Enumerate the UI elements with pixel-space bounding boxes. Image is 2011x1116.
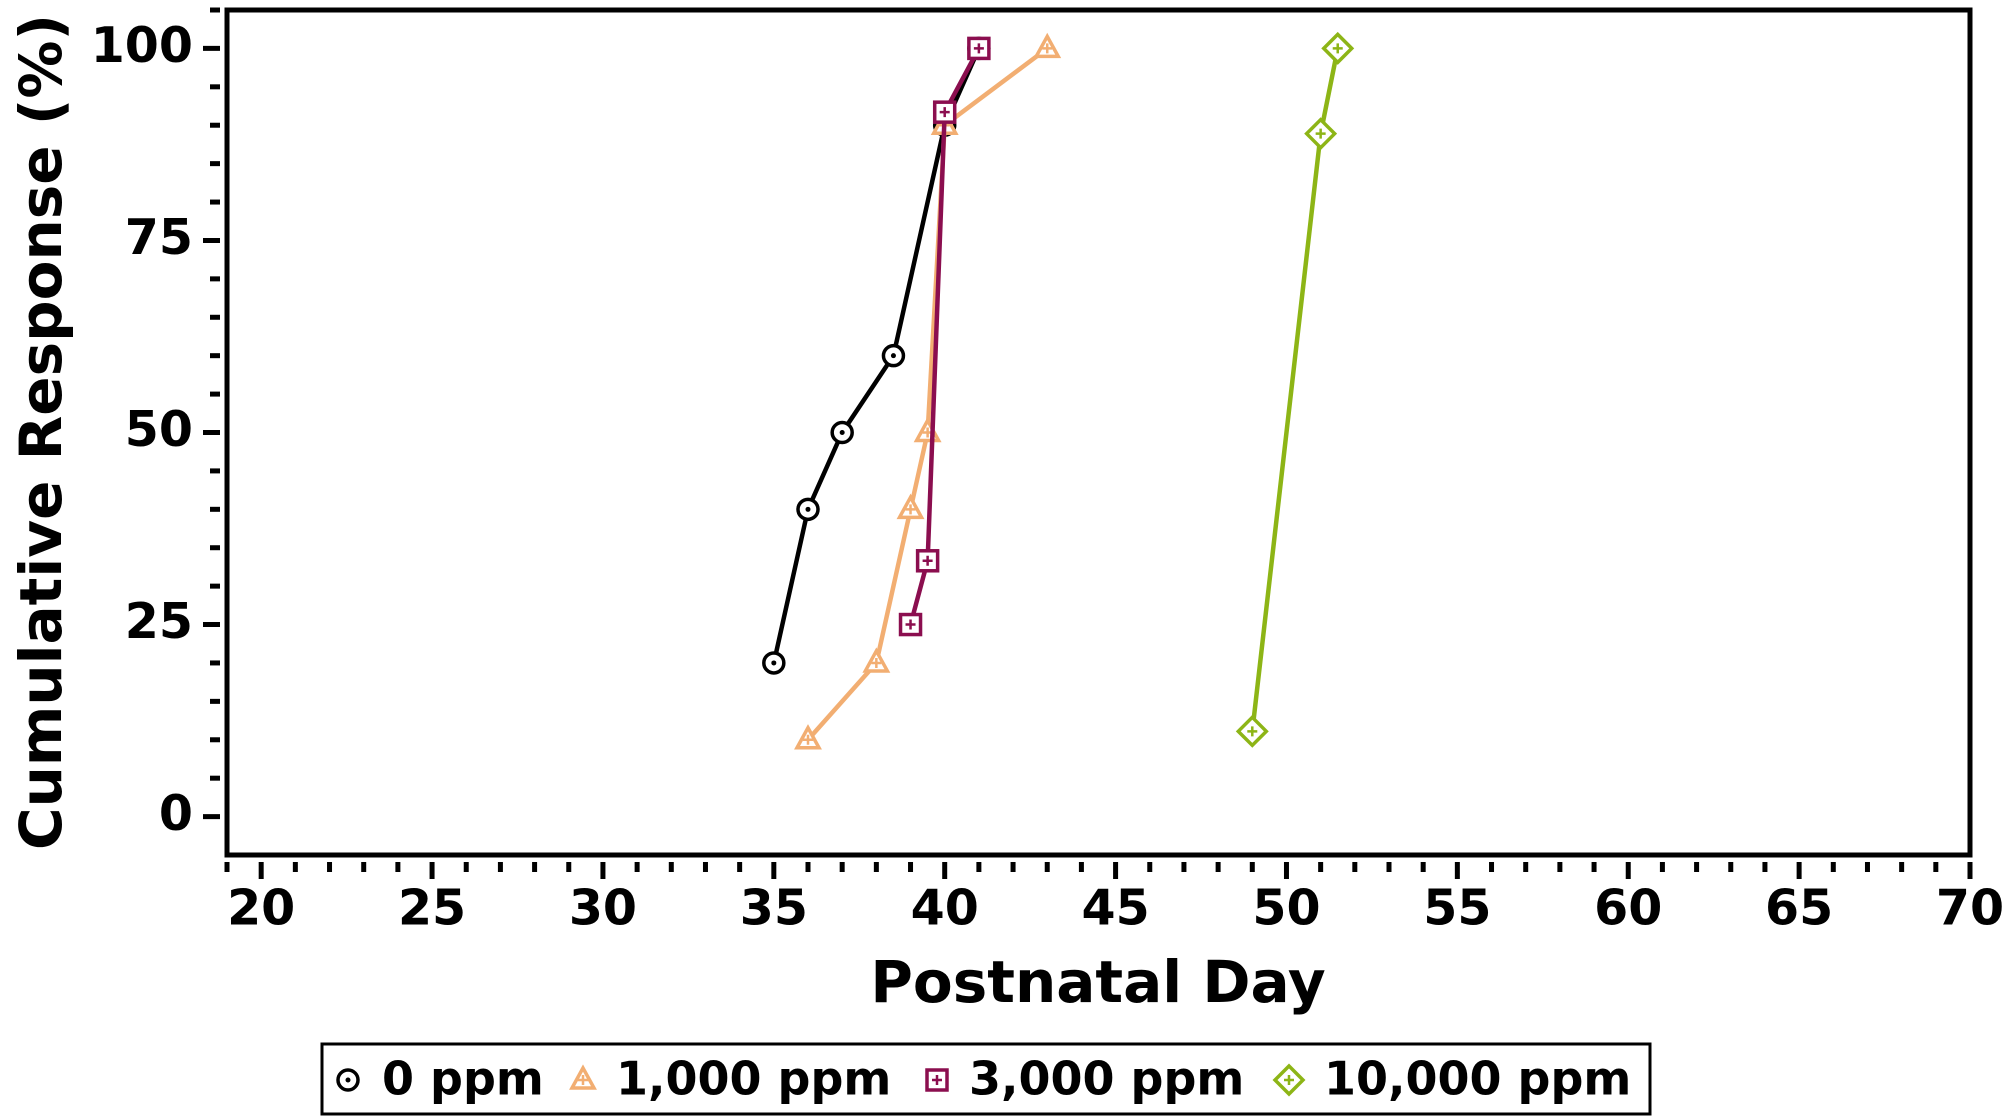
marker-cross [871, 657, 882, 668]
x-tick-label: 45 [1081, 880, 1149, 937]
series-line [771, 47, 981, 664]
y-tick-label: 25 [125, 593, 193, 650]
marker [915, 549, 940, 573]
marker [1321, 31, 1355, 65]
marker-cross [803, 734, 813, 745]
marker-dot [890, 353, 896, 359]
y-tick-label: 50 [125, 401, 193, 458]
marker [796, 497, 820, 522]
x-tick-label: 60 [1594, 880, 1662, 937]
marker-cross [939, 107, 950, 118]
series-line [1250, 47, 1340, 732]
marker-cross [905, 504, 916, 515]
legend-item: 0 ppm [336, 1052, 544, 1106]
legend-label: 3,000 ppm [969, 1052, 1244, 1106]
marker [932, 100, 957, 124]
series-line [806, 46, 1049, 742]
marker [794, 724, 822, 750]
series-line [908, 47, 981, 626]
x-tick-label: 35 [740, 880, 808, 937]
x-tick-label: 55 [1423, 880, 1491, 937]
marker-cross [1332, 43, 1343, 54]
y-axis-title: Cumulative Response (%) [7, 14, 75, 850]
marker [898, 612, 923, 637]
marker [1235, 714, 1269, 748]
x-axis-title: Postnatal Day [870, 948, 1325, 1016]
x-tick-label: 20 [227, 880, 295, 937]
marker [925, 1068, 949, 1092]
x-tick-label: 30 [569, 880, 637, 937]
x-tick-label: 50 [1252, 880, 1320, 937]
y-tick-label: 100 [91, 17, 193, 74]
marker-cross [973, 43, 984, 54]
legend-item: 3,000 ppm [925, 1052, 1244, 1106]
y-tick-label: 75 [125, 209, 193, 266]
legend-item: 1,000 ppm [569, 1052, 891, 1106]
x-tick-label: 25 [398, 880, 466, 937]
legend-label: 0 ppm [382, 1052, 544, 1106]
marker-cross [1042, 43, 1053, 54]
legend-label: 1,000 ppm [616, 1052, 891, 1106]
marker-cross [905, 619, 916, 630]
marker [1304, 117, 1338, 151]
legend-item: 10,000 ppm [1272, 1052, 1631, 1106]
marker-dot [345, 1077, 351, 1083]
marker [336, 1068, 360, 1092]
marker [967, 36, 991, 61]
marker-cross [1284, 1075, 1294, 1085]
marker [830, 420, 854, 445]
x-tick-label: 70 [1936, 880, 2004, 937]
marker [569, 1064, 597, 1090]
marker [913, 416, 942, 443]
marker [896, 493, 925, 520]
y-tick-label: 0 [159, 785, 193, 842]
marker-cross [1315, 128, 1326, 139]
plot-frame [224, 7, 1973, 858]
legend-box [320, 1042, 1652, 1116]
marker [1272, 1063, 1306, 1097]
x-tick-label: 40 [911, 880, 979, 937]
marker-cross [932, 1075, 942, 1085]
marker-cross [578, 1075, 588, 1085]
x-tick-label: 65 [1765, 880, 1833, 937]
legend-label: 10,000 ppm [1324, 1052, 1631, 1106]
marker [881, 343, 906, 368]
marker [862, 647, 891, 673]
marker [762, 651, 786, 675]
marker-dot [771, 660, 777, 666]
marker-cross [1247, 726, 1258, 737]
marker-cross [922, 555, 933, 566]
marker [1033, 32, 1062, 59]
marker-dot [839, 430, 845, 435]
marker-dot [805, 506, 811, 512]
